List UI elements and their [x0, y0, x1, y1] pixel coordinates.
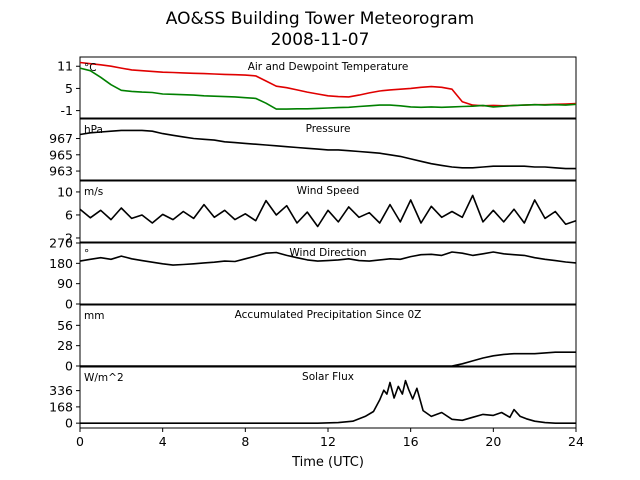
y-tick-label: 967 [49, 131, 73, 146]
y-tick-label: -1 [61, 103, 73, 118]
panel-unit: °C [84, 62, 97, 74]
series-line-0 [80, 379, 576, 424]
x-tick-label: 24 [568, 434, 584, 449]
y-tick-label: 90 [57, 276, 73, 291]
panel-unit: ° [84, 248, 89, 260]
x-tick-label: 8 [241, 434, 249, 449]
panel-unit: hPa [84, 124, 103, 136]
panel-2: 10 6 2 Wind Speed m/s [57, 180, 577, 245]
panel-title: Solar Flux [302, 371, 354, 383]
panel-0: 11 5 -1 Air and Dewpoint Temperature °C [57, 56, 577, 119]
panel-title: Air and Dewpoint Temperature [248, 61, 409, 73]
panel-unit: W/m^2 [84, 372, 124, 384]
panel-title: Wind Speed [297, 185, 360, 197]
panel-title: Wind Direction [289, 247, 366, 259]
x-axis-label: Time (UTC) [291, 455, 364, 470]
x-tick-label: 0 [76, 434, 84, 449]
x-tick-label: 20 [485, 434, 501, 449]
x-tick-label: 12 [320, 434, 336, 449]
y-tick-label: 2 [65, 230, 73, 245]
figure-title: AO&SS Building Tower Meteorogram [166, 9, 474, 29]
panel-frame [79, 180, 577, 243]
figure-date: 2008-11-07 [271, 30, 370, 50]
x-axis: 0 4 8 12 16 20 24 [76, 428, 584, 449]
panel-frame [79, 242, 577, 305]
series-line-0 [80, 351, 576, 367]
panel-4: 56 28 0 Accumulated Precipitation Since 0Z m… [57, 304, 577, 374]
series-line-1 [79, 67, 577, 110]
y-tick-label: 270 [49, 236, 73, 251]
panel-unit: mm [84, 310, 104, 322]
y-tick-label: 56 [57, 318, 73, 333]
series-line-0 [79, 251, 577, 266]
panel-unit: m/s [84, 186, 103, 198]
y-tick-label: 5 [65, 81, 73, 96]
y-tick-label: 10 [57, 184, 73, 199]
panel-frame [79, 56, 577, 119]
series-line-0 [79, 129, 576, 170]
y-tick-label: 6 [65, 207, 73, 222]
y-tick-label: 180 [49, 256, 73, 271]
panel-title: Pressure [306, 123, 351, 135]
panel-title: Accumulated Precipitation Since 0Z [235, 309, 422, 321]
y-tick-label: 963 [49, 164, 73, 179]
series-line-0 [79, 61, 577, 107]
panel-3: 270 180 90 0 Wind Direction ° [49, 236, 577, 312]
y-tick-label: 168 [49, 399, 73, 414]
y-tick-label: 0 [65, 297, 73, 312]
y-tick-label: 0 [65, 416, 73, 431]
x-tick-label: 4 [159, 434, 167, 449]
y-tick-label: 0 [65, 359, 73, 374]
y-tick-label: 965 [49, 147, 73, 162]
panel-frame [79, 118, 577, 181]
y-tick-label: 336 [49, 383, 73, 398]
y-tick-label: 28 [57, 338, 73, 353]
series-line-0 [79, 194, 577, 228]
y-tick-label: 11 [57, 59, 73, 74]
x-tick-label: 16 [403, 434, 419, 449]
